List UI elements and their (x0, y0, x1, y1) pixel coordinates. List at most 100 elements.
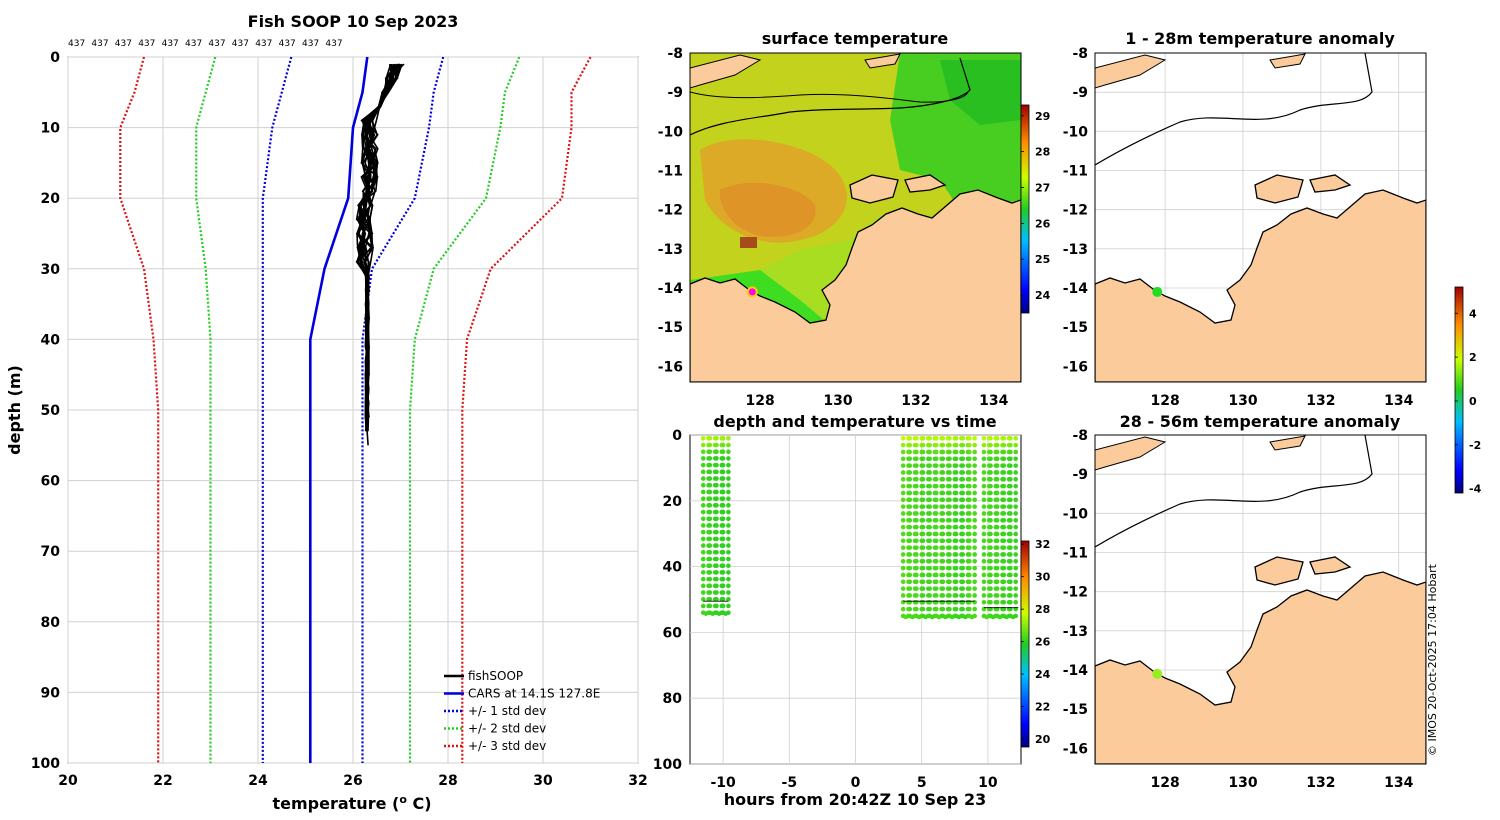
cast-point (714, 583, 719, 589)
cast-point (720, 462, 726, 468)
cast-point (1013, 586, 1019, 591)
cast-point (940, 565, 946, 571)
cast-point (960, 435, 966, 441)
cast-point (707, 476, 713, 481)
depth-time-title: depth and temperature vs time (713, 412, 996, 431)
profile-title: Fish SOOP 10 Sep 2023 (248, 12, 459, 31)
cast-point (707, 523, 713, 528)
map-lon-tick: 130 (823, 393, 852, 409)
std1-low-line (261, 56, 293, 763)
cast-point (960, 606, 966, 612)
cast-point (920, 476, 926, 482)
cast-point (707, 590, 713, 595)
cast-point (907, 442, 913, 448)
cast-point (920, 435, 926, 441)
cast-point (726, 536, 731, 542)
depth-time-xtick-label: 5 (917, 775, 927, 791)
cast-point (967, 476, 972, 482)
cast-point (707, 583, 713, 589)
cast-point (953, 483, 959, 489)
cast-point (994, 490, 1000, 496)
cast-point (1008, 572, 1013, 578)
cast-point (726, 583, 731, 589)
cast-point (1008, 579, 1013, 585)
cast-point (1008, 504, 1013, 509)
cast-point (994, 511, 1000, 516)
cast-point (1008, 593, 1013, 598)
cast-point (700, 509, 706, 515)
cast-point (1008, 524, 1013, 530)
cast-point (967, 606, 972, 612)
cast-point (940, 517, 946, 523)
cast-point (953, 552, 959, 557)
cast-point (907, 565, 913, 571)
cast-point (972, 511, 977, 516)
cast-point (720, 496, 726, 501)
cast-point (981, 442, 987, 448)
cast-point (960, 524, 966, 530)
depth-time-xtick-label: -5 (782, 775, 798, 791)
cast-point (960, 517, 966, 523)
cast-point (953, 497, 959, 503)
cast-point (988, 483, 993, 489)
cast-point (1013, 524, 1019, 530)
cast-point (933, 545, 939, 550)
cast-point (988, 463, 993, 468)
copyright-stamp: © IMOS 20-Oct-2025 17:04 Hobart (1426, 563, 1439, 756)
depth-time-xtick-label: 10 (978, 775, 998, 791)
cast-point (927, 435, 932, 441)
cast-point (907, 483, 913, 489)
colorbar-tick-label: 29 (1035, 110, 1050, 123)
cast-point (933, 435, 939, 441)
cast-point (1001, 565, 1007, 571)
cast-point (700, 556, 706, 562)
cast-point (914, 463, 919, 468)
depth-time-xlabel: hours from 20:42Z 10 Sep 23 (724, 790, 986, 809)
cast-point (720, 435, 726, 441)
cast-point (967, 511, 972, 516)
cast-point (927, 572, 932, 578)
cast-point (947, 504, 952, 509)
cast-point (700, 442, 706, 448)
colorbar-tick-label: 20 (1035, 733, 1051, 746)
cast-point (900, 538, 906, 544)
cast-point (960, 476, 966, 482)
cast-point (1001, 483, 1007, 489)
cast-point (914, 442, 919, 448)
cast-point (1001, 490, 1007, 496)
profile-count-label: 437 (115, 39, 132, 49)
fishsoop-profile (355, 63, 403, 432)
cast-point (707, 442, 713, 448)
depth-time-xtick-label: 0 (851, 775, 861, 791)
cast-point (981, 565, 987, 571)
cast-point (720, 482, 726, 488)
cast-point (1013, 545, 1019, 550)
cast-point (700, 503, 706, 508)
cast-point (720, 570, 726, 575)
cast-point (720, 476, 726, 481)
cast-point (947, 524, 952, 530)
cast-point (900, 606, 906, 612)
cast-point (960, 558, 966, 564)
cast-point (981, 490, 987, 496)
cast-point (707, 469, 713, 475)
anomaly-2-ticks: 128 130 132 134 -8 -9 -10 -11 -12 -13 -14 -15 -16 (1063, 428, 1414, 791)
cast-point (914, 579, 919, 585)
cast-point (988, 476, 993, 482)
cast-point (956, 614, 962, 620)
cast-point (953, 470, 959, 475)
cast-point (1008, 456, 1013, 462)
cast-point (707, 462, 713, 468)
colorbar-tick-label: 28 (1035, 603, 1050, 616)
map-lat-tick: -16 (1063, 359, 1088, 375)
cast-point (900, 586, 906, 591)
anomaly-map-1-28m: 1 - 28m temperature anomaly 128 130 132 134… (1063, 29, 1427, 409)
sst-hotspot (740, 237, 757, 248)
cast-point (967, 545, 972, 550)
cast-point (933, 586, 939, 591)
cast-point (972, 524, 977, 530)
cast-point (947, 490, 952, 496)
cast-point (726, 543, 731, 548)
cast-point (907, 463, 913, 468)
cast-point (960, 545, 966, 550)
